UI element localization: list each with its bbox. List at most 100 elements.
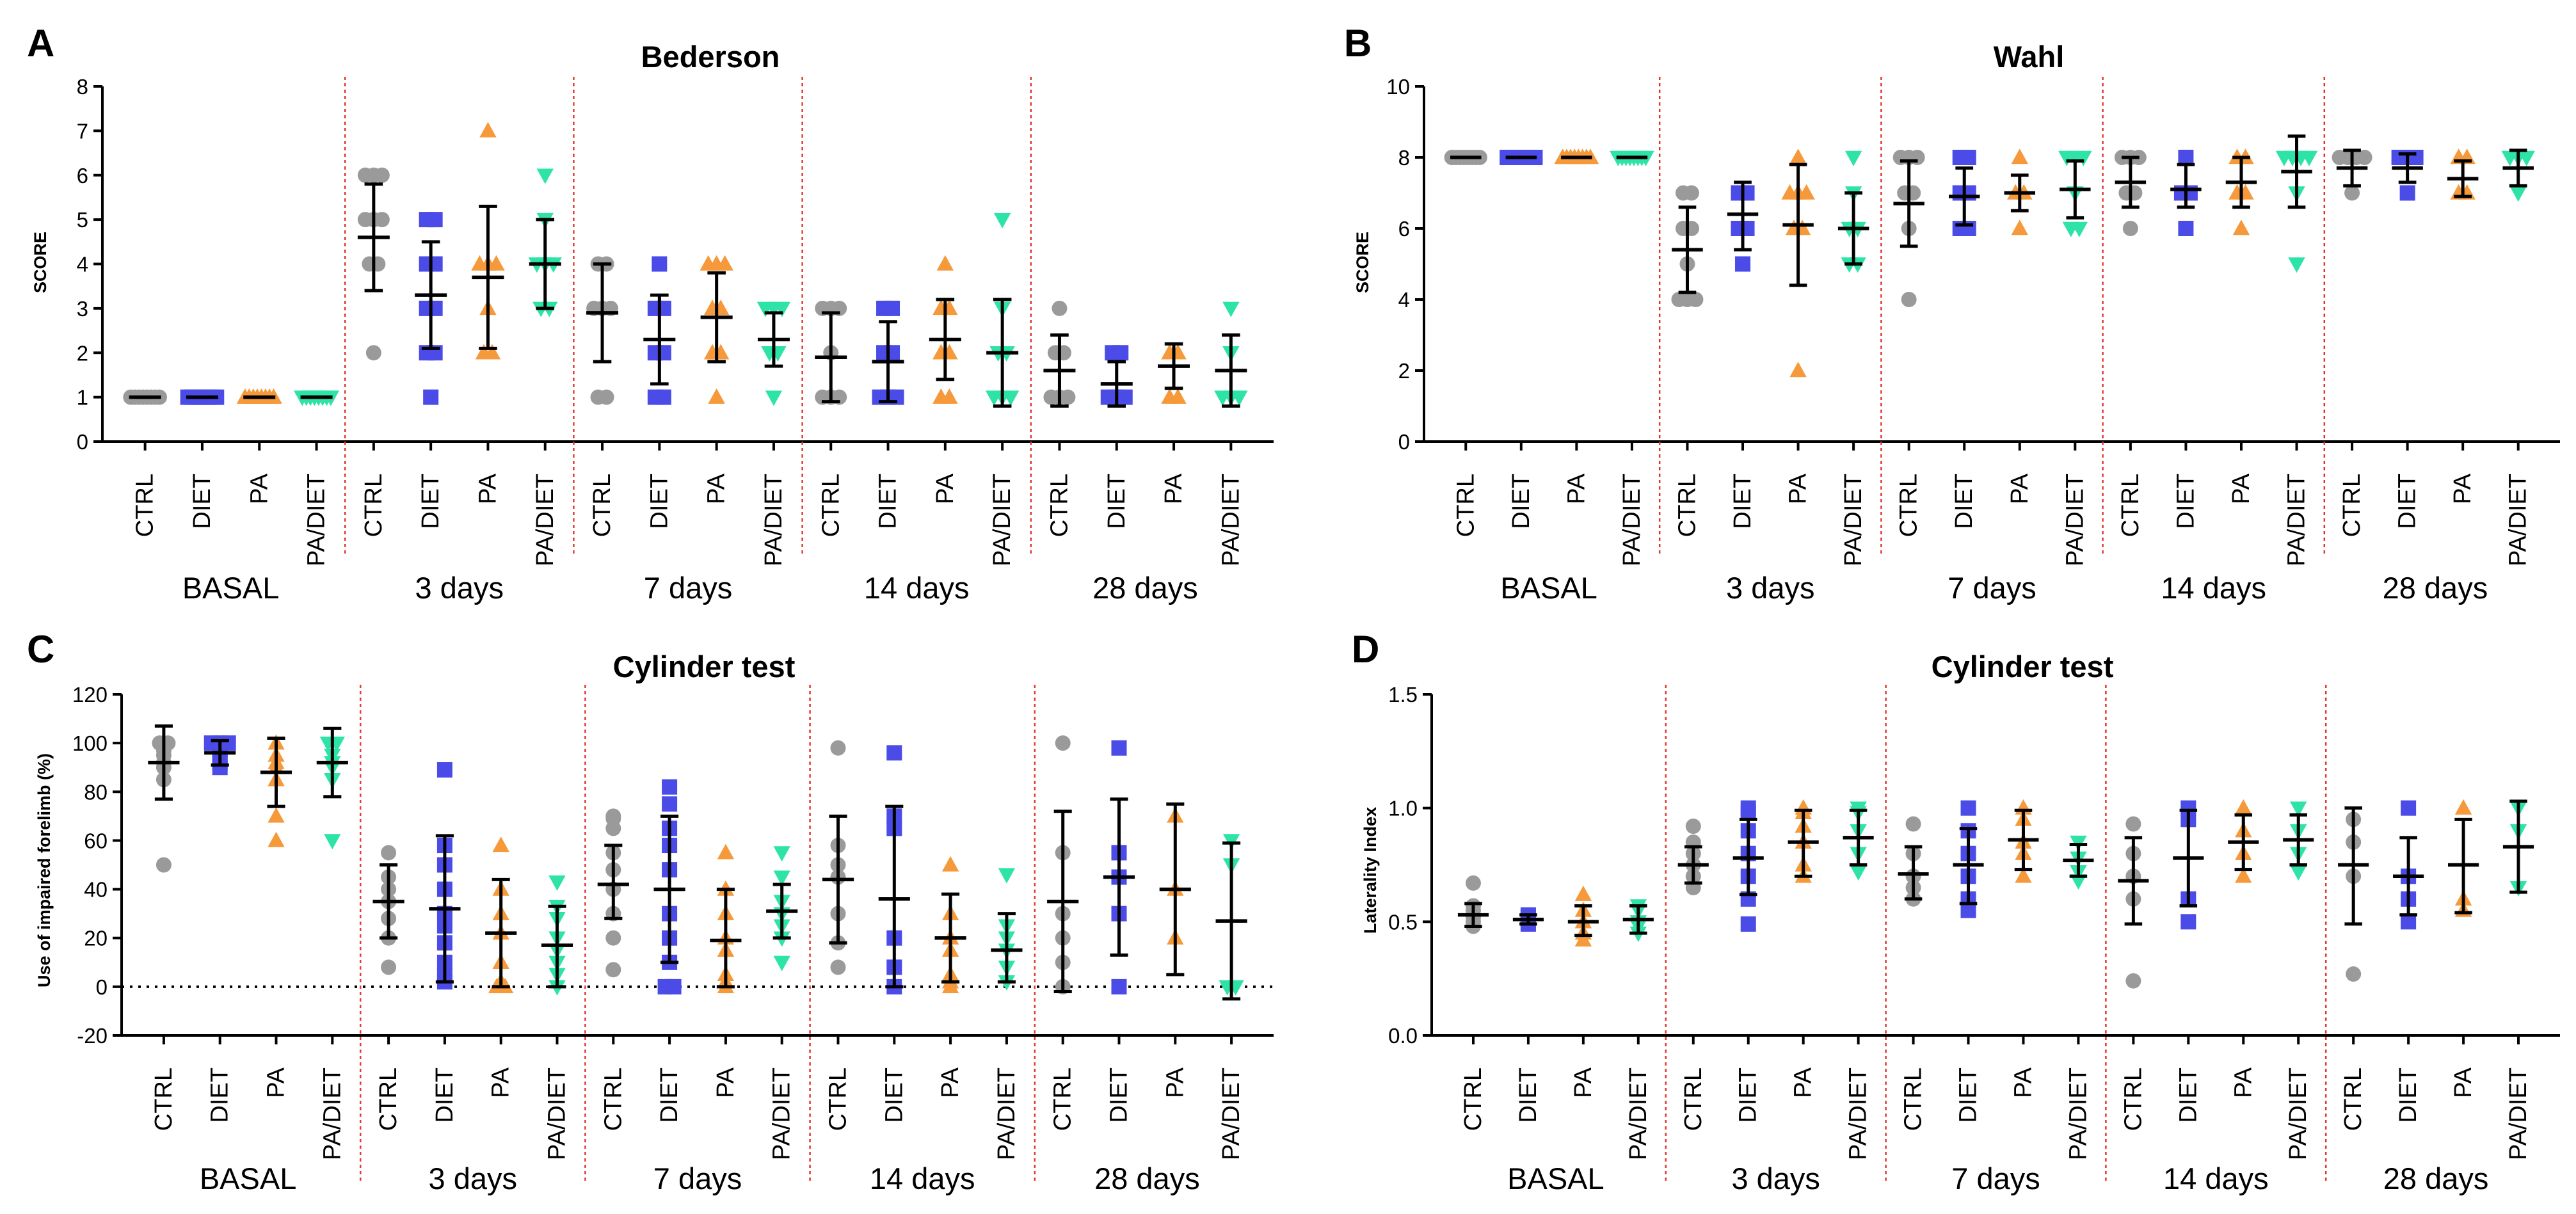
data-point-diet	[2180, 914, 2196, 930]
x-tick-label-diet: DIET	[881, 1067, 908, 1123]
data-point-pa-diet	[773, 301, 791, 317]
panel-c-y-axis-label: Use of impaired forelimb (%)	[35, 753, 54, 987]
group-label-14-days: 14 days	[2161, 571, 2266, 605]
data-point-ctrl	[1060, 389, 1076, 405]
y-tick-label: 1.5	[1388, 683, 1418, 707]
data-point-pa-diet	[773, 870, 790, 886]
x-tick-label-diet: DIET	[207, 1067, 234, 1123]
x-tick-label-diet: DIET	[1106, 1067, 1133, 1123]
data-point-ctrl	[1688, 292, 1704, 307]
x-tick-label-pa-diet: PA/DIET	[1218, 1067, 1245, 1160]
x-tick-label-ctrl: CTRL	[825, 1067, 852, 1131]
data-point-pa	[2454, 799, 2472, 815]
data-point-diet	[655, 389, 671, 405]
group-label-3-days: 3 days	[1726, 571, 1814, 605]
panel-letter-c: C	[27, 628, 54, 671]
group-label-7-days: 7 days	[1948, 571, 2036, 605]
x-tick-label-ctrl: CTRL	[360, 474, 387, 537]
data-point-diet	[662, 779, 678, 795]
data-point-pa-diet	[773, 846, 790, 862]
y-tick-label: 0.0	[1388, 1024, 1418, 1048]
x-tick-label-pa-diet: PA/DIET	[1840, 474, 1867, 566]
data-point-pa	[717, 843, 735, 859]
y-tick-label: -20	[77, 1024, 108, 1048]
panel-c: C Cylinder test Use of impaired forelimb…	[27, 628, 1274, 1195]
x-tick-label-diet: DIET	[417, 474, 444, 529]
x-tick-label-pa-diet: PA/DIET	[2505, 1067, 2532, 1160]
data-point-pa-diet	[1850, 865, 1867, 881]
x-tick-label-ctrl: CTRL	[375, 1067, 402, 1131]
x-tick-label-pa: PA	[712, 1067, 739, 1098]
panel-b-y-axis-label: SCORE	[1353, 232, 1372, 293]
data-point-diet	[884, 300, 900, 316]
data-point-pa-diet	[2300, 150, 2318, 166]
group-label-14-days: 14 days	[870, 1162, 975, 1195]
group-label-7-days: 7 days	[644, 571, 732, 605]
data-point-pa-diet	[2290, 865, 2307, 881]
data-point-ctrl	[2122, 221, 2138, 236]
y-tick-label: 80	[84, 780, 108, 804]
x-tick-label-ctrl: CTRL	[1046, 474, 1073, 537]
x-tick-label-diet: DIET	[1103, 474, 1130, 529]
data-point-pa-diet	[1844, 150, 1862, 166]
x-tick-label-diet: DIET	[2172, 474, 2199, 529]
data-point-pa-diet	[998, 868, 1016, 884]
data-point-pa-diet	[2070, 874, 2087, 890]
x-tick-label-ctrl: CTRL	[817, 474, 844, 537]
x-tick-label-pa: PA	[2010, 1067, 2036, 1098]
group-label-basal: BASAL	[182, 571, 280, 605]
data-point-diet	[1960, 150, 1976, 165]
data-point-pa	[1789, 362, 1807, 378]
panel-b: B Wahl SCORE 0 2 4 6 8 10 BASAL 3 days 7 days 14 …	[1344, 22, 2560, 605]
data-point-pa	[716, 255, 733, 271]
x-tick-label-ctrl: CTRL	[1674, 474, 1700, 537]
panel-a-plot: 0 1 2 3 4 5 6 7 8 BASAL 3 days 7 days 14 days 28 days…	[77, 75, 1274, 605]
y-tick-label: 20	[84, 927, 108, 950]
data-point-pa	[268, 807, 285, 823]
data-point-pa	[2235, 867, 2252, 883]
data-point-pa	[936, 255, 954, 271]
x-tick-label-pa-diet: PA/DIET	[2505, 474, 2532, 566]
panel-letter-b: B	[1344, 22, 1372, 65]
x-tick-label-diet: DIET	[189, 474, 216, 529]
x-tick-label-diet: DIET	[656, 1067, 683, 1123]
data-point-pa	[1169, 388, 1187, 404]
panel-c-title: Cylinder test	[613, 650, 796, 683]
data-point-pa-diet	[2288, 257, 2305, 273]
x-tick-label-diet: DIET	[1735, 1067, 1762, 1123]
y-tick-label: 1.0	[1388, 797, 1418, 820]
data-point-diet	[886, 745, 902, 761]
x-tick-label-pa-diet: PA/DIET	[769, 1067, 796, 1160]
group-label-28-days: 28 days	[2383, 1162, 2489, 1195]
x-tick-label-ctrl: CTRL	[1896, 474, 1923, 537]
data-point-ctrl	[156, 857, 172, 873]
data-point-ctrl	[605, 962, 621, 978]
data-point-diet	[423, 389, 439, 405]
y-tick-label: 1	[77, 386, 88, 410]
panel-c-plot: -20 0 20 40 60 80 100 120 BASAL 3 days 7 days 14 da…	[72, 683, 1274, 1195]
data-point-ctrl	[2125, 973, 2141, 989]
data-point-pa-diet	[536, 168, 554, 184]
x-tick-label-ctrl: CTRL	[589, 474, 616, 537]
data-point-pa	[2015, 867, 2032, 883]
x-tick-label-pa-diet: PA/DIET	[1217, 474, 1244, 566]
data-point-pa-diet	[765, 390, 783, 406]
y-tick-label: 2	[1398, 359, 1410, 383]
x-tick-label-diet: DIET	[1955, 1067, 1982, 1123]
x-tick-label-ctrl: CTRL	[150, 1067, 177, 1131]
data-point-ctrl	[830, 740, 846, 756]
x-tick-label-diet: DIET	[2175, 1067, 2202, 1123]
data-point-ctrl	[2356, 150, 2372, 165]
x-tick-label-pa: PA	[2230, 1067, 2257, 1098]
x-tick-label-diet: DIET	[2395, 1067, 2422, 1123]
data-point-pa-diet	[2509, 186, 2527, 202]
data-point-pa-diet	[1222, 301, 1240, 317]
y-tick-label: 0	[1398, 430, 1410, 454]
data-point-pa-diet	[1002, 390, 1020, 406]
x-tick-label-diet: DIET	[875, 474, 902, 529]
panel-d-plot: 0.0 0.5 1.0 1.5 BASAL 3 days 7 days 14 days 28 d…	[1388, 683, 2560, 1195]
x-tick-label-ctrl: CTRL	[600, 1067, 627, 1131]
y-tick-label: 2	[77, 341, 88, 365]
data-point-diet	[2408, 150, 2424, 165]
